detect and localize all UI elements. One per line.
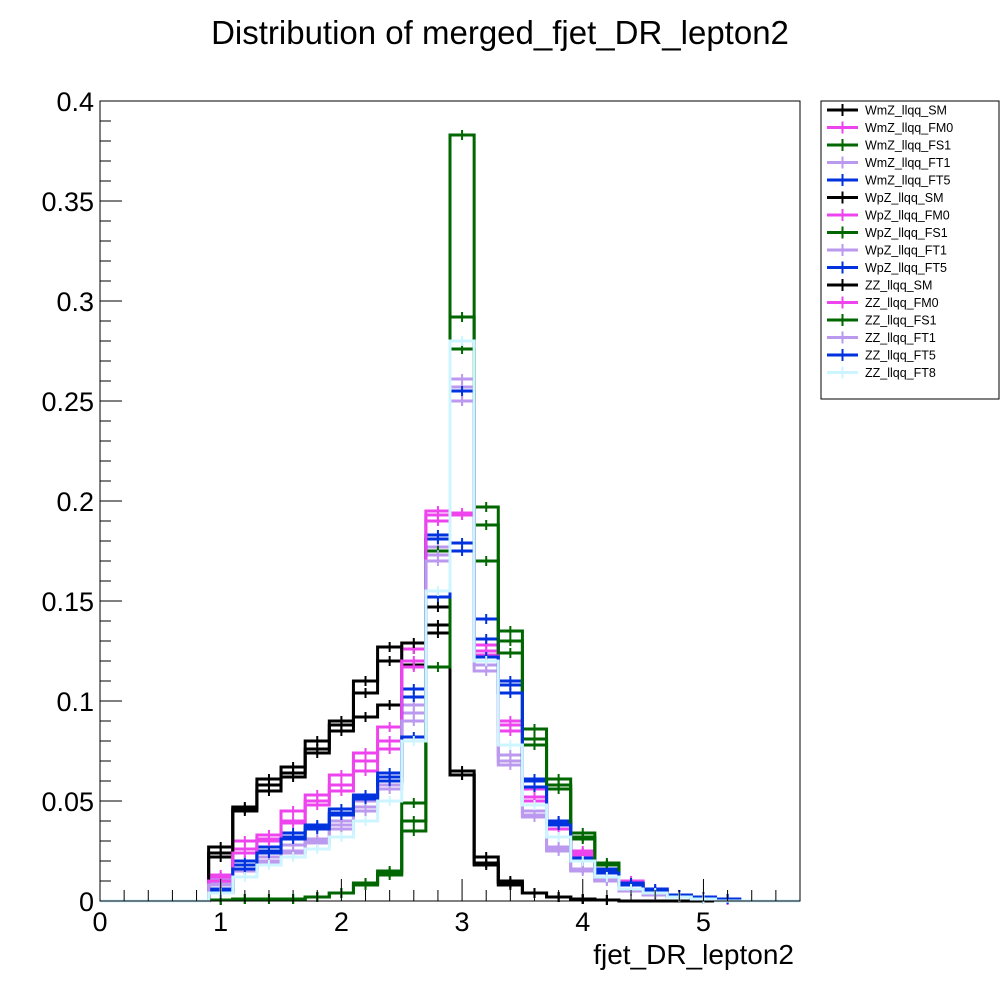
y-tick-label: 0.4 — [56, 87, 94, 117]
x-tick-label: 0 — [92, 907, 107, 937]
tick-labels: 0 1 2 3 4 5 0 0.05 0.1 0.15 0.2 0.25 0.3 0.35 0.4 — [41, 87, 711, 937]
histogram-line — [100, 339, 800, 903]
y-tick-label: 0.35 — [41, 187, 94, 217]
legend-label: WpZ_llqq_FT5 — [865, 261, 947, 275]
legend-label: ZZ_llqq_SM — [865, 279, 932, 293]
legend-entry: ZZ_llqq_FT1 — [827, 331, 936, 345]
legend-entry: WpZ_llqq_FT1 — [827, 244, 947, 258]
legend-entry: WpZ_llqq_FS1 — [827, 226, 948, 240]
legend-label: WmZ_llqq_FT5 — [865, 174, 950, 188]
legend-entry: WmZ_llqq_FM0 — [827, 121, 953, 135]
legend-entry: ZZ_llqq_FT5 — [827, 349, 936, 363]
legend-entry: WmZ_llqq_FS1 — [827, 139, 951, 153]
x-tick-label: 1 — [213, 907, 228, 937]
y-tick-label: 0 — [79, 887, 94, 917]
legend-entry: WpZ_llqq_SM — [827, 191, 944, 205]
legend-label: WmZ_llqq_FS1 — [865, 139, 951, 153]
legend-entry: WmZ_llqq_FT5 — [827, 174, 950, 188]
histogram-series-group — [100, 130, 800, 905]
y-tick-label: 0.1 — [56, 687, 94, 717]
x-axis-label: fjet_DR_lepton2 — [593, 939, 794, 970]
legend: WmZ_llqq_SM WmZ_llqq_FM0 WmZ_llqq_FS1 WmZ_l… — [820, 100, 1000, 400]
y-tick-label: 0.2 — [56, 487, 94, 517]
legend-label: ZZ_llqq_FM0 — [865, 296, 939, 310]
legend-entry: ZZ_llqq_FT8 — [827, 366, 936, 380]
legend-entry: WmZ_llqq_FT1 — [827, 156, 950, 170]
y-tick-label: 0.05 — [41, 787, 94, 817]
legend-label: ZZ_llqq_FT5 — [865, 349, 936, 363]
legend-label: WmZ_llqq_FT1 — [865, 156, 950, 170]
legend-label: ZZ_llqq_FT8 — [865, 366, 936, 380]
legend-label: WpZ_llqq_SM — [865, 191, 944, 205]
chart-title: Distribution of merged_fjet_DR_lepton2 — [211, 14, 789, 51]
legend-label: WpZ_llqq_FM0 — [865, 209, 950, 223]
x-tick-label: 5 — [696, 907, 711, 937]
legend-entry: WpZ_llqq_FT5 — [827, 261, 947, 275]
legend-entry: WpZ_llqq_FM0 — [827, 209, 950, 223]
x-tick-label: 4 — [575, 907, 590, 937]
axis-ticks — [99, 100, 801, 902]
legend-label: WmZ_llqq_SM — [865, 104, 947, 118]
y-tick-label: 0.15 — [41, 587, 94, 617]
legend-label: ZZ_llqq_FS1 — [865, 314, 937, 328]
legend-entry: ZZ_llqq_FS1 — [827, 314, 937, 328]
legend-entry: WmZ_llqq_SM — [827, 104, 947, 118]
x-tick-label: 3 — [455, 907, 470, 937]
legend-label: WpZ_llqq_FS1 — [865, 226, 948, 240]
legend-label: WmZ_llqq_FM0 — [865, 121, 953, 135]
legend-entry: ZZ_llqq_SM — [827, 279, 932, 293]
x-tick-label: 2 — [334, 907, 349, 937]
legend-label: ZZ_llqq_FT1 — [865, 331, 936, 345]
legend-label: WpZ_llqq_FT1 — [865, 244, 947, 258]
y-tick-label: 0.3 — [56, 287, 94, 317]
y-tick-label: 0.25 — [41, 387, 94, 417]
legend-entry: ZZ_llqq_FM0 — [827, 296, 939, 310]
